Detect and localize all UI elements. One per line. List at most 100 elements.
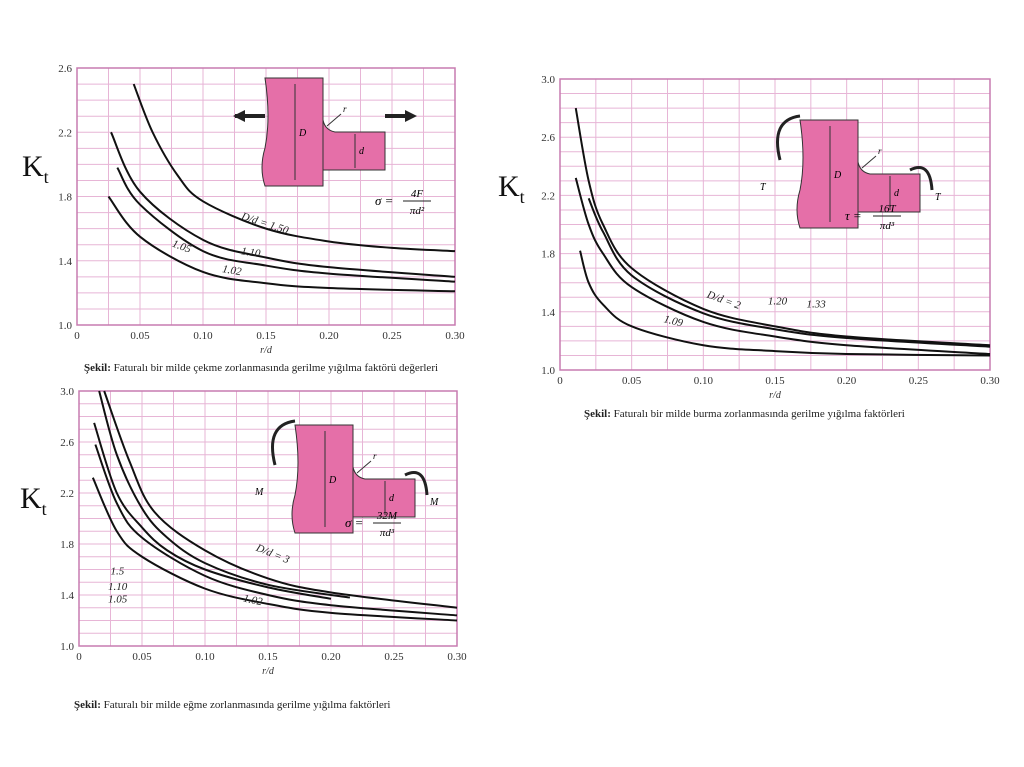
y-tick-label: 1.8 <box>58 192 72 204</box>
series-curve <box>103 390 458 609</box>
load-symbol: T <box>935 192 942 203</box>
x-tick-label: 0.15 <box>256 330 276 342</box>
formula-lhs: τ = <box>845 208 862 223</box>
radius-arrow <box>326 113 342 127</box>
y-tick-label: 1.8 <box>541 249 555 261</box>
moment-arrow-icon <box>776 114 801 161</box>
x-tick-label: 0.25 <box>384 651 404 663</box>
series-label: 1.10 <box>108 581 128 593</box>
x-tick-label: 0 <box>557 375 563 387</box>
series-curve <box>91 477 458 622</box>
x-axis-label: r/d <box>769 390 782 401</box>
series-curve <box>107 195 456 293</box>
kt-label-2: Kt <box>498 170 525 207</box>
label-d: d <box>359 146 365 157</box>
series-curve <box>110 131 456 278</box>
x-tick-label: 0 <box>76 651 82 663</box>
label-D: D <box>833 170 842 181</box>
radius-arrow <box>861 155 877 169</box>
x-tick-label: 0.05 <box>132 651 152 663</box>
plot-frame <box>78 390 458 647</box>
x-tick-label: 0.20 <box>319 330 339 342</box>
y-tick-label: 1.0 <box>541 365 555 377</box>
formula-numerator: 4F <box>411 188 424 200</box>
series-curve <box>574 177 991 355</box>
x-tick-label: 0.30 <box>447 651 467 663</box>
kt-label-3: Kt <box>20 482 47 519</box>
y-tick-label: 2.6 <box>60 437 74 449</box>
series-label: 1.20 <box>768 296 788 308</box>
formula-denominator: πd³ <box>880 220 895 232</box>
stepped-shaft-diagram: Dd r T T <box>760 114 942 229</box>
radius-arrow <box>356 460 372 474</box>
series-curve <box>98 390 351 599</box>
series-curve <box>94 444 458 617</box>
moment-arrow-icon <box>909 166 934 191</box>
plot-frame <box>559 78 991 371</box>
x-tick-label: 0.30 <box>445 330 465 342</box>
y-tick-label: 1.0 <box>58 320 72 332</box>
x-tick-label: 0.25 <box>382 330 402 342</box>
formula-lhs: σ = <box>375 193 393 208</box>
series-label: 1.09 <box>662 313 684 329</box>
x-axis-label: r/d <box>262 666 275 677</box>
x-tick-label: 0.10 <box>193 330 213 342</box>
x-tick-label: 0.30 <box>980 375 1000 387</box>
y-tick-label: 2.2 <box>60 488 74 500</box>
label-D: D <box>298 128 307 139</box>
caption-tension: Şekil: Faturalı bir milde çekme zorlanma… <box>84 362 439 374</box>
plot-frame <box>76 67 456 326</box>
x-axis-label: r/d <box>260 345 273 356</box>
label-d: d <box>389 493 395 504</box>
y-tick-label: 2.2 <box>58 127 72 139</box>
x-tick-label: 0.20 <box>837 375 857 387</box>
series-curve <box>116 167 456 283</box>
y-tick-label: 2.6 <box>58 63 72 75</box>
x-tick-label: 0.25 <box>909 375 929 387</box>
y-tick-label: 2.2 <box>541 190 555 202</box>
series-label: 1.05 <box>108 594 128 606</box>
series-curve <box>93 422 332 600</box>
stepped-shaft-diagram: Dd r M M <box>254 419 439 534</box>
caption-bending: Şekil: Faturalı bir milde eğme zorlanmas… <box>74 699 391 711</box>
y-tick-label: 1.8 <box>60 539 74 551</box>
series-label: 1.33 <box>807 298 827 310</box>
series-curve <box>574 107 991 347</box>
formula-denominator: πd³ <box>380 527 395 539</box>
load-symbol: M <box>429 497 439 508</box>
label-D: D <box>328 475 337 486</box>
y-tick-label: 3.0 <box>541 74 555 86</box>
y-tick-label: 1.4 <box>541 307 555 319</box>
series-label: D/d = 3 <box>253 542 291 567</box>
load-symbol: T <box>760 182 767 193</box>
x-tick-label: 0.05 <box>130 330 150 342</box>
label-r: r <box>343 104 347 114</box>
series-label: 1.02 <box>221 263 243 278</box>
x-tick-label: 0.20 <box>321 651 341 663</box>
x-tick-label: 0.15 <box>258 651 278 663</box>
series-curve <box>579 250 991 357</box>
moment-arrow-icon <box>404 471 429 496</box>
x-tick-label: 0.10 <box>195 651 215 663</box>
formula-denominator: πd² <box>410 205 425 217</box>
series-label: 1.5 <box>111 566 125 578</box>
moment-arrow-icon <box>271 419 296 466</box>
stepped-shaft-diagram: Dd r <box>233 77 417 187</box>
formula-numerator: 16T <box>878 203 896 215</box>
arrowhead-icon <box>405 110 417 122</box>
formula-lhs: σ = <box>345 515 363 530</box>
caption-torsion: Şekil: Faturalı bir milde burma zorlanma… <box>584 408 905 420</box>
series-label: 1.02 <box>242 593 264 609</box>
kt-label-1: Kt <box>22 150 49 187</box>
series-curve <box>587 197 991 348</box>
x-tick-label: 0.15 <box>765 375 785 387</box>
label-r: r <box>878 146 882 156</box>
series-curve <box>132 83 456 253</box>
label-d: d <box>894 188 900 199</box>
x-tick-label: 0 <box>74 330 80 342</box>
load-symbol: M <box>254 487 264 498</box>
formula-numerator: 32M <box>376 510 398 522</box>
y-tick-label: 1.4 <box>58 256 72 268</box>
y-tick-label: 1.4 <box>60 590 74 602</box>
